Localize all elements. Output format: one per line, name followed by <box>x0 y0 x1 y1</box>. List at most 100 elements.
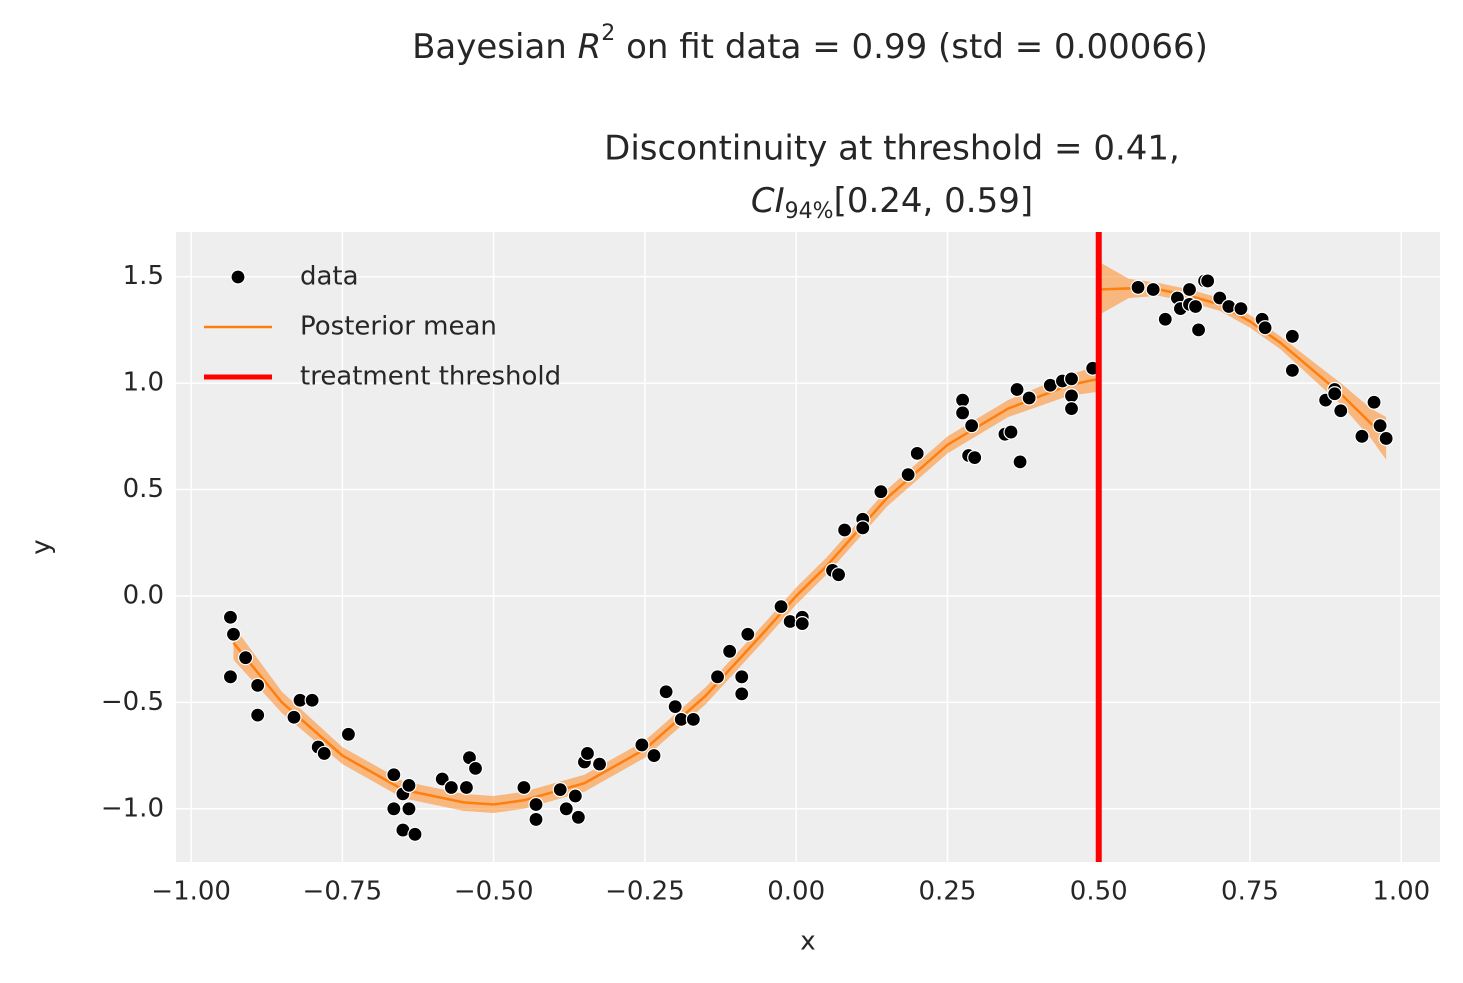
data-point <box>250 707 266 723</box>
data-point <box>528 811 544 828</box>
data-point <box>316 745 332 762</box>
data-point <box>837 522 853 538</box>
subtitle-sub: 94% <box>785 199 834 224</box>
legend-label: treatment threshold <box>300 362 561 392</box>
data-point <box>1284 362 1300 378</box>
y-axis-label: y <box>27 539 57 554</box>
data-point <box>1284 328 1300 344</box>
chart-title: Bayesian R2 on fit data = 0.99 (std = 0.… <box>412 21 1208 67</box>
data-point <box>734 669 750 685</box>
y-tick-label: 0.0 <box>123 580 164 610</box>
data-point <box>1366 394 1382 410</box>
plot-area <box>176 232 1440 862</box>
data-point <box>558 801 574 817</box>
data-point <box>567 788 583 804</box>
x-tick-label: 0.75 <box>1221 877 1279 907</box>
title-sup: 2 <box>601 21 615 46</box>
data-point <box>570 809 586 825</box>
x-tick-label: −0.50 <box>454 877 534 907</box>
x-tick-label: −0.25 <box>605 877 685 907</box>
y-tick-label: −1.0 <box>101 793 164 823</box>
data-point <box>954 392 971 408</box>
data-point <box>1063 401 1080 417</box>
data-point <box>1378 430 1394 447</box>
data-point <box>740 626 756 642</box>
data-point <box>516 779 532 796</box>
y-tick-label: 0.5 <box>123 474 164 504</box>
data-point <box>591 756 608 772</box>
data-point <box>709 669 726 685</box>
data-point <box>1354 428 1370 444</box>
x-tick-label: 0.50 <box>1070 877 1128 907</box>
x-tick-label: 0.00 <box>767 877 825 907</box>
subtitle: CI94%[0.24, 0.59] <box>751 181 1033 225</box>
data-point <box>1003 424 1019 440</box>
data-point <box>340 726 357 742</box>
data-point <box>1063 371 1080 387</box>
data-point <box>1181 281 1198 298</box>
data-point <box>222 609 239 625</box>
data-point <box>794 616 810 632</box>
data-point <box>286 709 302 725</box>
y-tick-label: 1.5 <box>123 261 164 291</box>
data-point <box>386 767 402 783</box>
data-point <box>1200 273 1216 289</box>
data-point <box>685 711 701 727</box>
legend-label: Posterior mean <box>300 312 497 342</box>
data-point <box>967 450 983 466</box>
data-point <box>909 445 925 461</box>
data-point <box>386 801 402 817</box>
data-point <box>734 686 750 702</box>
data-point <box>1333 403 1349 419</box>
data-point <box>407 826 423 842</box>
x-tick-label: 0.25 <box>919 877 977 907</box>
data-point <box>1257 320 1273 336</box>
data-point <box>658 684 674 700</box>
data-point <box>1063 388 1080 404</box>
data-point <box>225 626 242 642</box>
data-point <box>552 782 568 798</box>
data-point <box>1145 281 1161 298</box>
x-tick-label: −1.00 <box>151 877 231 907</box>
data-point <box>304 692 320 708</box>
data-point <box>237 650 254 666</box>
data-point <box>855 520 871 536</box>
data-point <box>830 567 847 583</box>
subtitle: Discontinuity at threshold = 0.41, <box>604 129 1180 169</box>
data-point <box>579 745 596 762</box>
x-tick-label: 1.00 <box>1372 877 1430 907</box>
data-point <box>634 737 650 753</box>
x-tick-label: −0.75 <box>303 877 383 907</box>
data-point <box>1130 279 1146 295</box>
data-point <box>1012 454 1028 470</box>
data-point <box>1327 386 1343 402</box>
data-point <box>250 677 266 693</box>
data-point <box>1187 298 1204 315</box>
data-point <box>1372 418 1388 434</box>
data-point <box>667 699 683 715</box>
data-point <box>1233 301 1249 317</box>
data-point <box>1190 322 1207 338</box>
legend-label: data <box>300 262 359 292</box>
data-point <box>528 796 544 813</box>
title-var: R <box>578 27 602 67</box>
data-point <box>873 484 889 500</box>
data-point <box>722 643 738 659</box>
data-point <box>443 779 459 796</box>
title-text: Bayesian <box>412 27 578 67</box>
plot-layer <box>222 232 1394 862</box>
title-text: on fit data = 0.99 (std = 0.00066) <box>615 27 1208 67</box>
data-point <box>964 418 980 434</box>
y-tick-label: 1.0 <box>123 368 164 398</box>
data-point <box>1009 381 1025 398</box>
data-point <box>401 777 417 793</box>
data-point <box>773 598 789 615</box>
data-point <box>900 467 916 483</box>
legend-marker <box>230 269 246 285</box>
y-tick-label: −0.5 <box>101 687 164 717</box>
data-point <box>222 669 239 685</box>
x-axis-label: x <box>800 927 815 957</box>
subtitle-text: [0.24, 0.59] <box>834 181 1034 221</box>
data-point <box>401 801 417 817</box>
